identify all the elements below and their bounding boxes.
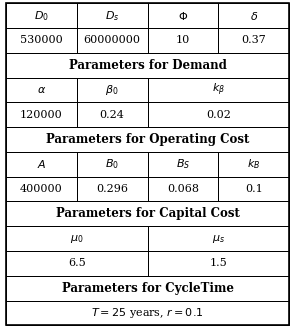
Bar [6, 3, 289, 28]
Bar [6, 28, 77, 53]
Text: 0.296: 0.296 [96, 184, 128, 194]
Text: $k_{\beta}$: $k_{\beta}$ [212, 82, 225, 98]
Text: 0.24: 0.24 [100, 110, 124, 120]
Text: 0.02: 0.02 [206, 110, 231, 120]
Bar [77, 3, 148, 28]
Bar [148, 251, 289, 276]
Bar [148, 152, 218, 177]
Text: Parameters for Capital Cost: Parameters for Capital Cost [55, 207, 240, 220]
Bar [6, 28, 289, 53]
Text: $k_B$: $k_B$ [247, 157, 260, 171]
Bar [6, 177, 77, 201]
Text: 120000: 120000 [20, 110, 63, 120]
Bar [6, 276, 289, 301]
Text: $B_S$: $B_S$ [176, 157, 190, 171]
Text: $\mu_0$: $\mu_0$ [70, 232, 83, 245]
Bar [6, 102, 77, 127]
Bar [6, 251, 289, 276]
Bar [148, 28, 218, 53]
Bar [77, 28, 148, 53]
Bar [218, 177, 289, 201]
Bar [6, 152, 289, 177]
Text: Parameters for Demand: Parameters for Demand [68, 59, 227, 72]
Text: 6.5: 6.5 [68, 258, 86, 268]
Text: 0.37: 0.37 [241, 35, 266, 45]
Bar [148, 226, 289, 251]
Bar [6, 53, 289, 77]
Bar [218, 152, 289, 177]
Bar [77, 102, 148, 127]
Text: $D_s$: $D_s$ [105, 9, 119, 23]
Bar [6, 226, 148, 251]
Bar [6, 77, 289, 102]
Bar [77, 177, 148, 201]
Bar [6, 251, 148, 276]
Bar [77, 152, 148, 177]
Text: $\delta$: $\delta$ [250, 10, 258, 22]
Text: 400000: 400000 [20, 184, 63, 194]
Bar [148, 3, 218, 28]
Bar [6, 3, 77, 28]
Text: $\beta_0$: $\beta_0$ [105, 83, 119, 97]
Bar [6, 152, 77, 177]
Text: Parameters for Operating Cost: Parameters for Operating Cost [46, 133, 249, 146]
Text: $T = 25$ years, $r = 0.1$: $T = 25$ years, $r = 0.1$ [91, 306, 204, 320]
Text: 10: 10 [176, 35, 190, 45]
Bar [6, 177, 289, 201]
Bar [6, 201, 289, 226]
Text: $\alpha$: $\alpha$ [37, 85, 46, 95]
Bar [6, 77, 77, 102]
Text: $\Phi$: $\Phi$ [178, 10, 188, 22]
Bar [148, 177, 218, 201]
Bar [6, 127, 289, 152]
Bar [6, 201, 289, 226]
Bar [218, 3, 289, 28]
Bar [6, 127, 289, 152]
Text: 60000000: 60000000 [83, 35, 141, 45]
Bar [6, 102, 289, 127]
Bar [6, 276, 289, 301]
Bar [148, 77, 289, 102]
Text: $D_0$: $D_0$ [34, 9, 49, 23]
Text: 530000: 530000 [20, 35, 63, 45]
Text: Parameters for CycleTime: Parameters for CycleTime [61, 282, 234, 295]
Text: $\mu_s$: $\mu_s$ [212, 232, 225, 245]
Bar [6, 301, 289, 325]
Text: 1.5: 1.5 [209, 258, 227, 268]
Bar [77, 77, 148, 102]
Bar [6, 226, 289, 251]
Text: $A$: $A$ [37, 158, 46, 170]
Text: $B_0$: $B_0$ [105, 157, 119, 171]
Bar [148, 102, 289, 127]
Text: 0.1: 0.1 [245, 184, 263, 194]
Bar [6, 53, 289, 77]
Bar [6, 301, 289, 325]
Bar [218, 28, 289, 53]
Text: 0.068: 0.068 [167, 184, 199, 194]
